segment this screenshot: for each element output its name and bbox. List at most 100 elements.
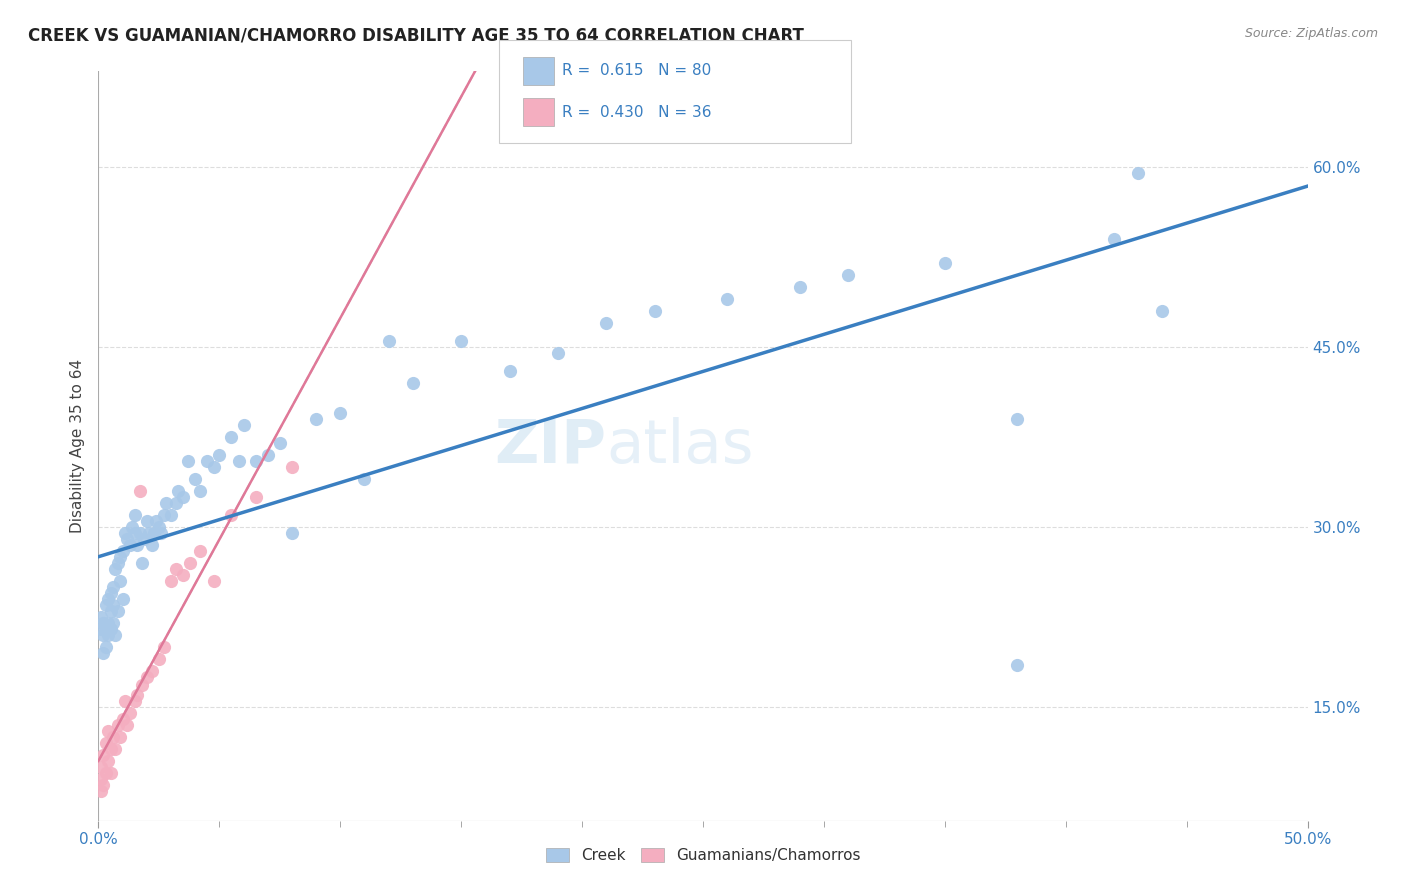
Point [124,525,146,540]
Point [245,490,267,504]
Point [1102,232,1125,246]
Point [124,694,146,708]
Point [167,483,190,498]
Point [143,525,166,540]
Point [179,556,201,570]
Point [107,717,129,731]
Point [177,454,200,468]
Point [118,538,141,552]
Point [184,472,207,486]
Point [134,532,156,546]
Point [97,723,120,738]
Point [127,538,149,552]
Point [232,417,254,432]
Point [90,783,112,797]
Point [141,538,163,552]
Point [127,688,149,702]
Point [281,460,304,475]
Point [498,364,520,378]
Point [155,496,177,510]
Point [135,670,157,684]
Point [547,346,569,360]
Point [195,454,218,468]
Point [245,454,267,468]
Point [1128,166,1150,180]
Point [104,741,127,756]
Point [131,556,153,570]
Point [101,615,124,630]
Point [221,430,243,444]
Point [188,483,211,498]
Point [108,574,131,588]
Point [91,778,114,792]
Point [353,472,375,486]
Point [124,508,146,522]
Point [208,448,231,462]
Point [111,544,134,558]
Point [148,652,170,666]
Point [94,765,117,780]
Point [111,712,134,726]
Point [97,591,120,606]
Point [145,514,167,528]
Point [450,334,472,348]
Point [100,586,122,600]
Point [141,664,163,678]
Point [716,292,738,306]
Point [97,754,120,768]
Point [377,334,399,348]
Point [644,304,666,318]
Point [152,640,174,654]
Point [90,760,112,774]
Text: R =  0.430   N = 36: R = 0.430 N = 36 [562,104,711,120]
Point [108,730,131,744]
Point [152,508,174,522]
Text: R =  0.615   N = 80: R = 0.615 N = 80 [562,63,711,78]
Point [91,646,114,660]
Legend: Creek, Guamanians/Chamorros: Creek, Guamanians/Chamorros [540,842,866,869]
Point [100,604,122,618]
Point [305,412,328,426]
Point [90,772,112,786]
Point [91,747,114,762]
Point [138,525,160,540]
Point [165,496,187,510]
Point [172,490,194,504]
Point [329,406,352,420]
Point [104,628,127,642]
Point [101,730,124,744]
Text: CREEK VS GUAMANIAN/CHAMORRO DISABILITY AGE 35 TO 64 CORRELATION CHART: CREEK VS GUAMANIAN/CHAMORRO DISABILITY A… [28,27,804,45]
Point [108,549,131,564]
Point [97,628,120,642]
Point [94,622,117,636]
Point [1152,304,1174,318]
Point [117,532,139,546]
Point [104,562,127,576]
Point [101,580,124,594]
Point [128,525,150,540]
Point [160,574,183,588]
Point [188,544,211,558]
Point [150,525,173,540]
Point [100,765,122,780]
Point [131,678,153,692]
Point [837,268,859,282]
Point [160,508,183,522]
Point [91,628,114,642]
Point [1007,412,1029,426]
Point [135,514,157,528]
Point [94,598,117,612]
Point [100,741,122,756]
Point [94,736,117,750]
Point [90,622,112,636]
Text: ZIP: ZIP [495,417,606,475]
Point [118,706,141,720]
Point [204,460,226,475]
Point [165,562,187,576]
Point [100,622,122,636]
Point [107,604,129,618]
Point [172,567,194,582]
Point [121,520,143,534]
Text: Source: ZipAtlas.com: Source: ZipAtlas.com [1244,27,1378,40]
Y-axis label: Disability Age 35 to 64: Disability Age 35 to 64 [69,359,84,533]
